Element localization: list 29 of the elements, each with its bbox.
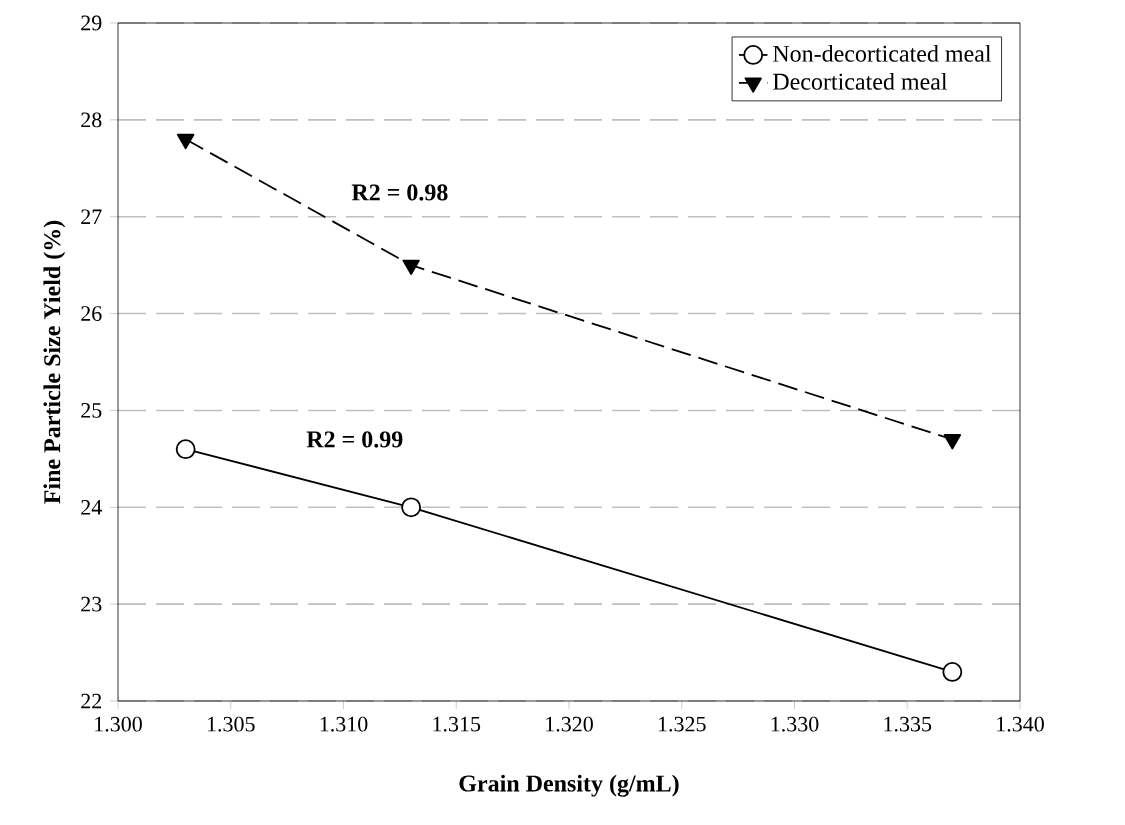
annotation: R2 = 0.99 [306, 431, 403, 448]
point [401, 497, 422, 518]
x-tick-label: 1.310 [320, 716, 368, 732]
legend-label: Decorticated meal [773, 72, 948, 90]
y-tick-label: 27 [81, 209, 102, 224]
y-axis-title: Fine Particle Size Yield (%) [43, 220, 66, 504]
x-tick-label: 1.320 [546, 716, 593, 732]
annotation: R2 = 0.98 [351, 184, 448, 201]
x-tick-label: 1.325 [658, 716, 706, 732]
y-tick-label: 26 [81, 306, 102, 321]
y-tick-label: 25 [81, 403, 102, 418]
y-tick-label: 22 [81, 693, 102, 709]
point [175, 439, 196, 460]
x-tick-label: 1.340 [997, 716, 1044, 732]
x-axis-title: Grain Density (g/mL) [459, 774, 679, 797]
y-tick-label: 28 [81, 112, 102, 128]
legend-label: Non-decorticated meal [773, 44, 992, 62]
x-tick-label: 1.335 [884, 716, 932, 732]
point [942, 662, 963, 682]
y-tick-label: 23 [81, 596, 102, 612]
y-tick-label: 24 [81, 500, 102, 515]
point [176, 133, 195, 150]
x-tick-label: 1.300 [95, 716, 142, 732]
x-tick-label: 1.330 [771, 716, 819, 732]
point [943, 434, 962, 450]
x-tick-label: 1.315 [433, 716, 481, 732]
x-tick-label: 1.305 [207, 716, 255, 732]
point [402, 259, 420, 276]
y-tick-label: 29 [81, 15, 102, 31]
